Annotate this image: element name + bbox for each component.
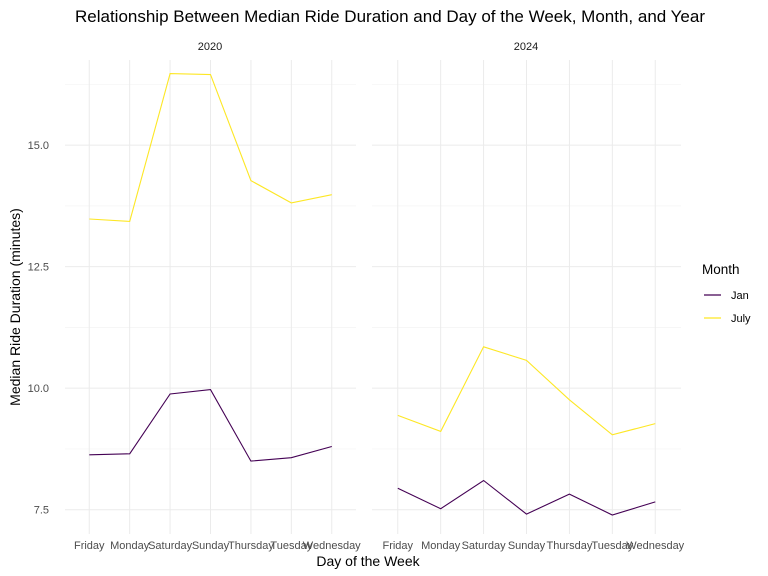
y-tick-label: 12.5 (28, 262, 49, 274)
legend-title: Month (702, 262, 740, 277)
legend-label-july: July (731, 313, 751, 325)
series-line-2024-jan (397, 479, 656, 516)
y-axis-title: Median Ride Duration (minutes) (7, 208, 23, 406)
y-tick-label: 7.5 (34, 505, 49, 517)
x-tick-label: Tuesday (270, 540, 312, 552)
x-tick-label: Friday (74, 540, 105, 552)
x-tick-label: Friday (382, 540, 413, 552)
series-line-2020-july (89, 73, 332, 222)
y-axis-ticks: 7.5 10.0 12.5 15.0 (28, 140, 49, 517)
x-tick-label: Sunday (508, 540, 546, 552)
facet-label-2020: 2020 (198, 41, 222, 53)
x-tick-label: Wednesday (626, 540, 684, 552)
facet-label-2024: 2024 (514, 41, 538, 53)
x-axis-ticks-2024: Friday Monday Saturday Sunday Thursday Tuesda… (382, 540, 684, 552)
x-tick-label: Monday (421, 540, 461, 552)
x-tick-label: Sunday (192, 540, 230, 552)
x-tick-label: Wednesday (303, 540, 361, 552)
x-tick-label: Thursday (228, 540, 274, 552)
x-tick-label: Monday (110, 540, 150, 552)
x-tick-label: Saturday (462, 540, 507, 552)
x-tick-label: Thursday (546, 540, 592, 552)
facet-panel-2024 (372, 60, 681, 534)
x-tick-label: Saturday (148, 540, 193, 552)
y-tick-label: 10.0 (28, 383, 49, 395)
chart-title: Relationship Between Median Ride Duratio… (75, 7, 705, 26)
x-tick-label: Tuesday (591, 540, 633, 552)
x-axis-title: Day of the Week (316, 553, 420, 569)
legend: Month Jan July (702, 262, 751, 325)
series-line-2024-july (397, 346, 656, 436)
series-line-2020-jan (89, 389, 332, 462)
legend-label-jan: Jan (731, 290, 749, 302)
y-tick-label: 15.0 (28, 140, 49, 152)
facet-panel-2020 (65, 60, 356, 534)
